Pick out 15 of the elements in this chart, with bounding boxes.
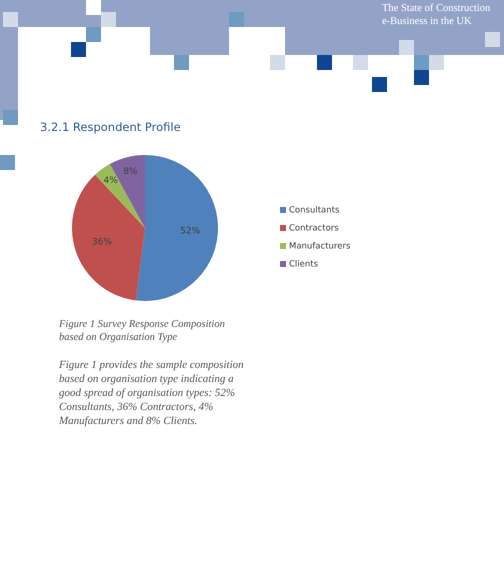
data-label: 52% [180, 226, 201, 236]
data-label: 36% [92, 237, 112, 248]
caption: Figure 1 Survey Response Composition based on Organisation Type [58, 319, 225, 343]
legend-label: Contractors [289, 223, 340, 234]
caption: Figure 1 provides the sample composition based on organisation type indicating a good spread of organisation types: 52% Consultants, 36% Contractors, 4% Manufacturers and 8% Clients. [58, 359, 244, 427]
pie-slice [72, 174, 145, 300]
data-label: 8% [123, 166, 138, 177]
pie-slice [136, 155, 218, 301]
chart-title: 3.2.1 Respondent Profile [40, 120, 181, 134]
text: The State of Construction e-Business in the UK [382, 3, 491, 27]
pie-slice [95, 164, 145, 228]
legend-label: Consultants [289, 205, 340, 216]
data-label: 4% [104, 176, 118, 186]
legend-label: Manufacturers [289, 241, 351, 252]
legend-label: Clients [289, 259, 319, 270]
